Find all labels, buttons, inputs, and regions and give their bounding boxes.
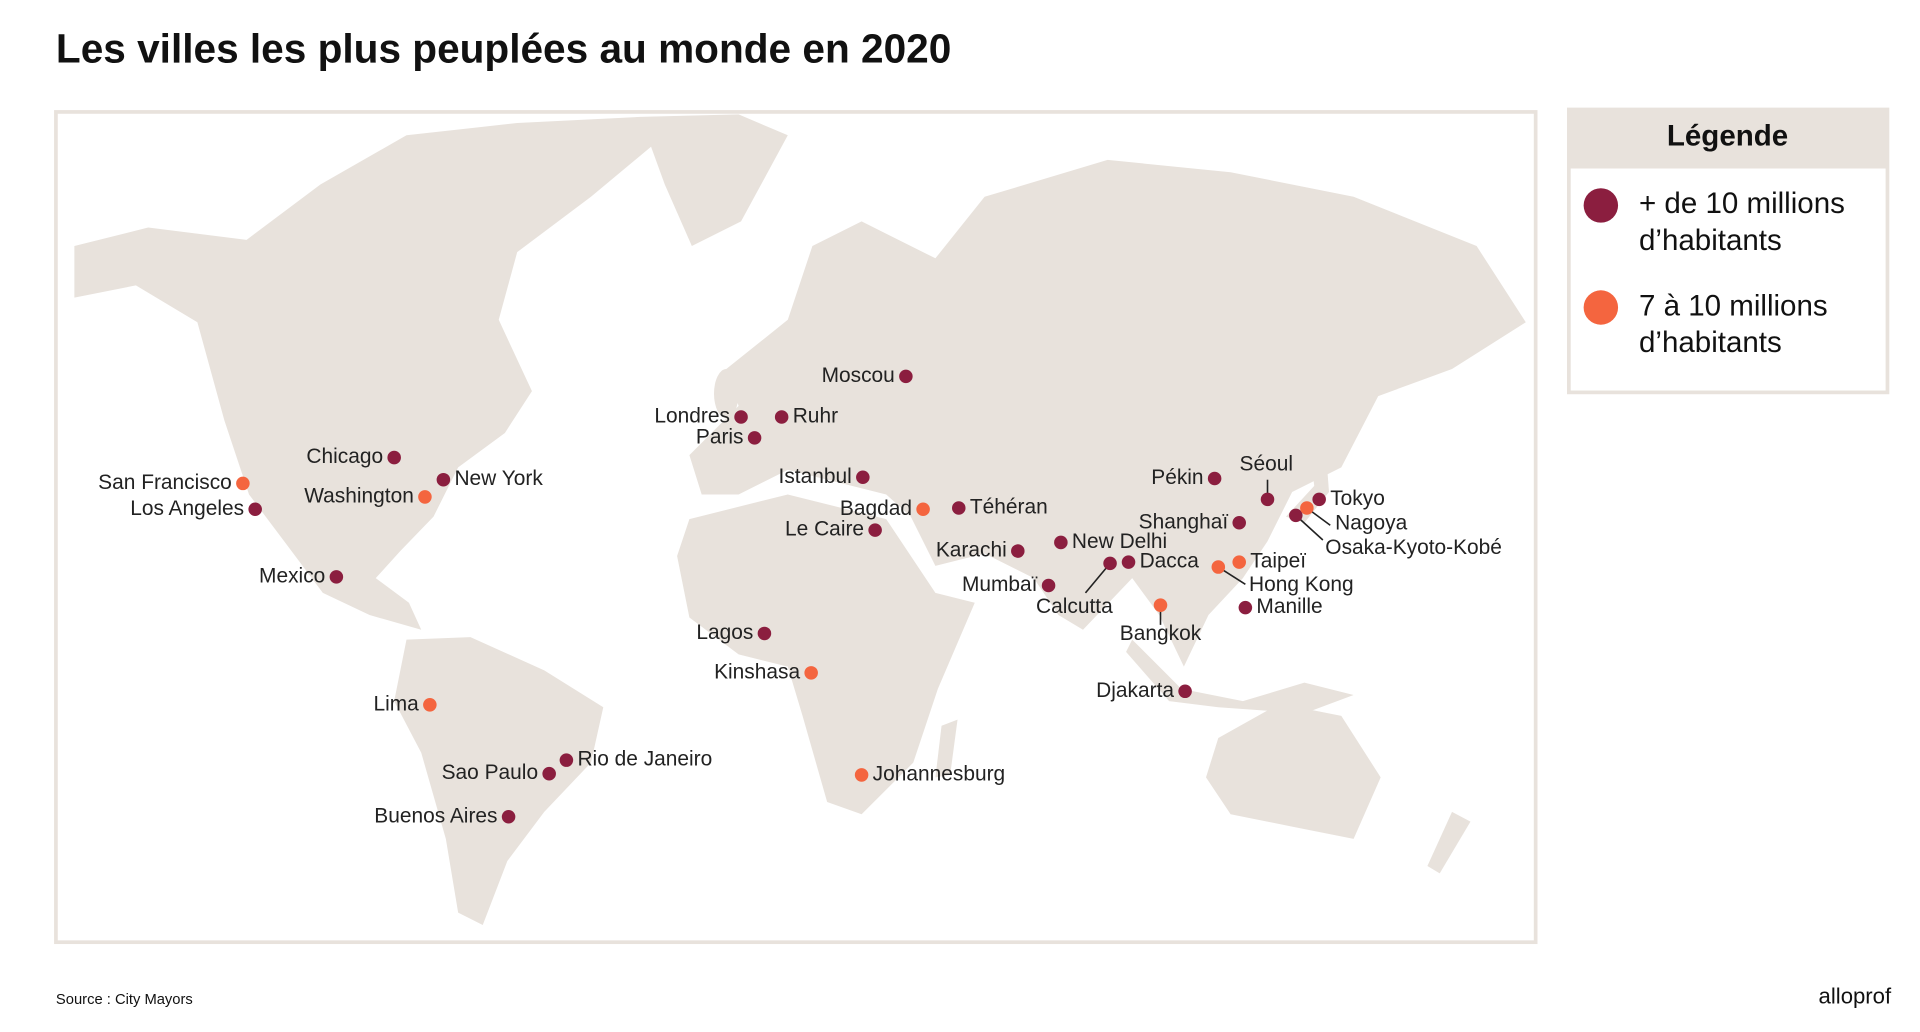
city-label: Chicago	[306, 445, 383, 468]
australia	[1206, 703, 1381, 839]
british-isles	[713, 369, 739, 419]
city-label: Téhéran	[970, 496, 1048, 519]
eurasia	[689, 159, 1526, 667]
city-label: Mumbaï	[962, 573, 1038, 596]
city-label: Hong Kong	[1249, 573, 1354, 596]
city-dot	[1211, 560, 1226, 574]
city-label: Istanbul	[779, 465, 852, 488]
city-dot	[854, 768, 869, 782]
city-dot	[1054, 535, 1068, 550]
city-label: Nagoya	[1335, 512, 1407, 535]
city-label: Ruhr	[793, 405, 838, 428]
city-dot	[952, 501, 966, 515]
source: Source : City Mayors	[56, 992, 193, 1008]
city-label: Taipeï	[1250, 550, 1306, 573]
city-dot	[747, 431, 762, 445]
city-label: Lagos	[696, 621, 753, 644]
city-label: Buenos Aires	[374, 804, 497, 827]
city-dot	[418, 490, 432, 504]
city-label: Shanghaï	[1139, 510, 1229, 533]
city-label: Le Caire	[785, 518, 864, 541]
city-dot	[868, 523, 882, 537]
city-dot	[1312, 492, 1326, 507]
cities: Chicago New York Los Angeles Mexico Rio de J…	[98, 364, 1502, 827]
city-label: New Delhi	[1072, 530, 1167, 553]
legend-label: + de 10 millions	[1639, 187, 1845, 220]
city-dot	[1232, 555, 1246, 569]
city-dot	[1011, 544, 1025, 558]
city-label: Washington	[304, 484, 414, 507]
city-dot	[1207, 471, 1222, 486]
legend-marker	[1583, 290, 1619, 325]
city-label: Moscou	[822, 364, 895, 387]
legend-marker	[1583, 188, 1619, 223]
legend-label: d’habitants	[1639, 224, 1782, 257]
city-dot	[916, 502, 930, 516]
city-label: Osaka-Kyoto-Kobé	[1325, 536, 1502, 559]
city-label: Mexico	[259, 564, 325, 587]
city-dot	[1041, 578, 1056, 593]
city-label: Séoul	[1240, 452, 1293, 475]
city-label: Karachi	[936, 539, 1007, 562]
city-label: Sao Paulo	[442, 761, 538, 784]
city-label: Los Angeles	[130, 497, 244, 520]
city-label: San Francisco	[98, 471, 232, 494]
madagascar	[935, 719, 958, 778]
city-dot	[542, 766, 556, 781]
city-label: Rio de Janeiro	[577, 748, 712, 771]
north-america	[74, 116, 665, 630]
city-dot	[734, 410, 748, 424]
city-label: Lima	[373, 692, 419, 715]
south-america	[394, 637, 604, 925]
city-label: Bangkok	[1120, 622, 1202, 645]
city-dot	[1260, 492, 1275, 507]
city-dot	[1121, 555, 1136, 569]
city-label: Manille	[1256, 595, 1322, 618]
city-dot	[387, 450, 401, 465]
legend-header	[1568, 109, 1888, 169]
city-dot	[501, 809, 516, 824]
city-dot	[559, 753, 574, 767]
africa	[677, 494, 975, 815]
city-dot	[1289, 508, 1303, 523]
city-dot	[1232, 516, 1246, 530]
city-label: Djakarta	[1096, 679, 1174, 702]
legend-label: 7 à 10 millions	[1639, 289, 1828, 322]
city-label: New York	[454, 467, 543, 490]
city-dot	[1178, 684, 1192, 699]
city-label: Dacca	[1140, 550, 1200, 573]
city-dot	[757, 626, 772, 641]
city-dot	[1238, 600, 1253, 615]
city-dot	[1300, 501, 1314, 515]
brand: alloprof	[1819, 983, 1892, 1008]
city-label: Tokyo	[1330, 487, 1385, 510]
city-dot	[856, 470, 870, 485]
city-dot	[804, 666, 818, 680]
city-label: Kinshasa	[714, 660, 800, 683]
city-label: Bagdad	[840, 497, 912, 520]
city-label: Paris	[696, 425, 744, 448]
city-dot	[248, 502, 262, 516]
legend-title: Légende	[1667, 120, 1788, 153]
city-dot	[774, 410, 789, 424]
legend-label: d’habitants	[1639, 326, 1782, 359]
city-label: Johannesburg	[873, 762, 1006, 785]
city-label: Calcutta	[1036, 595, 1113, 618]
legend: + de 10 millions d’habitants 7 à 10 millio…	[1583, 187, 1845, 359]
new-zealand	[1427, 811, 1471, 874]
city-dot	[423, 698, 437, 712]
city-dot	[236, 476, 250, 491]
title: Les villes les plus peuplées au monde en…	[56, 25, 951, 71]
city-dot	[329, 570, 344, 584]
city-dot	[899, 369, 913, 384]
city-label: Londres	[654, 405, 730, 428]
city-dot	[1103, 556, 1117, 571]
city-label: Pékin	[1151, 466, 1203, 489]
city-dot	[1153, 598, 1168, 612]
city-dot	[436, 472, 451, 487]
greenland	[640, 114, 788, 247]
